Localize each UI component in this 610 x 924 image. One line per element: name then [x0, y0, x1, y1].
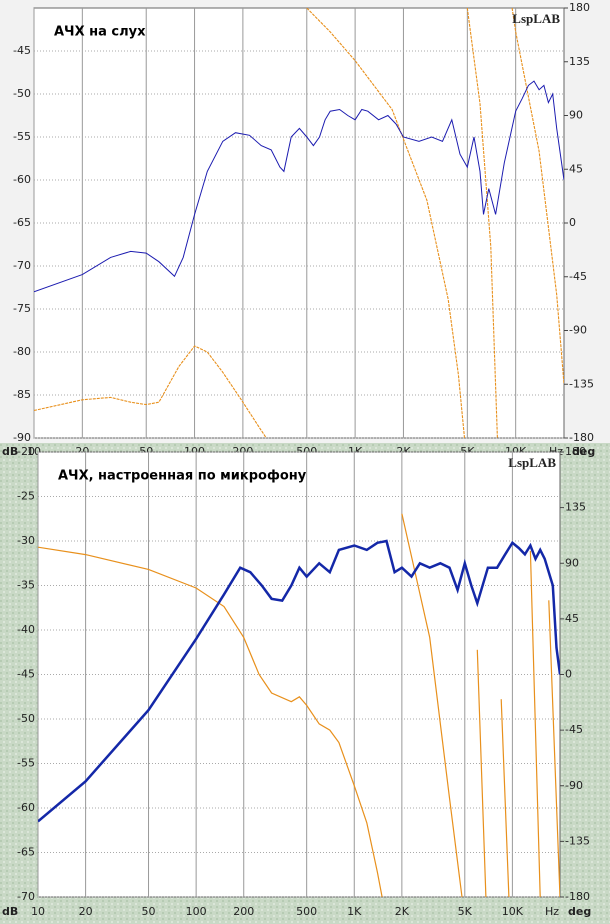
watermark: LspLAB [512, 11, 560, 26]
y2-tick-label: 135 [565, 501, 586, 514]
chart-title: АЧХ на слух [54, 25, 146, 40]
x-tick-label: 500 [296, 905, 317, 918]
y2-tick-label: 45 [565, 612, 579, 625]
y-tick-label: -20 [17, 445, 35, 458]
x-axis-label: Hz [545, 905, 559, 918]
y-tick-label: -45 [17, 668, 35, 681]
y2-axis-label: deg [568, 905, 591, 918]
y-tick-label: -90 [13, 431, 31, 444]
y-tick-label: -25 [17, 490, 35, 503]
y-tick-label: -30 [17, 534, 35, 547]
y-tick-label: -50 [13, 87, 31, 100]
y-tick-label: -75 [13, 302, 31, 315]
y2-tick-label: 45 [569, 162, 583, 175]
y-tick-label: -65 [13, 216, 31, 229]
y-tick-label: -40 [17, 623, 35, 636]
x-tick-label: 50 [142, 905, 156, 918]
x-tick-label: 200 [233, 905, 254, 918]
y2-tick-label: -45 [569, 270, 587, 283]
y-tick-label: -85 [13, 388, 31, 401]
y-tick-label: -70 [17, 890, 35, 903]
x-tick-label: 1K [347, 905, 362, 918]
y2-tick-label: 0 [569, 216, 576, 229]
y-tick-label: -35 [17, 579, 35, 592]
y2-tick-label: -90 [565, 779, 583, 792]
y2-tick-label: 180 [565, 445, 586, 458]
phase-line [38, 513, 560, 897]
y-tick-label: -55 [13, 130, 31, 143]
chart-title: АЧХ, настроенная по микрофону [58, 469, 307, 484]
y2-tick-label: -45 [565, 723, 583, 736]
y-tick-label: -55 [17, 757, 35, 770]
y2-tick-label: -135 [569, 377, 594, 390]
x-tick-label: 10K [502, 905, 524, 918]
y2-tick-label: -180 [565, 890, 590, 903]
x-tick-label: 5K [458, 905, 473, 918]
response-line [34, 80, 564, 293]
y-tick-label: -50 [17, 712, 35, 725]
y2-tick-label: 135 [569, 55, 590, 68]
y2-tick-label: 0 [565, 668, 572, 681]
y2-tick-label: -90 [569, 324, 587, 337]
y-tick-label: -45 [13, 44, 31, 57]
y-tick-label: -60 [13, 173, 31, 186]
x-tick-label: 2K [395, 905, 410, 918]
x-tick-label: 10 [31, 905, 45, 918]
y2-tick-label: -135 [565, 834, 590, 847]
y2-axis-label: deg [572, 445, 595, 458]
response-line [38, 539, 560, 823]
y-axis-label: dB [2, 445, 18, 458]
y-tick-label: -80 [13, 345, 31, 358]
phase-line [34, 8, 564, 438]
y-tick-label: -60 [17, 801, 35, 814]
y2-tick-label: 180 [569, 1, 590, 14]
x-tick-label: 100 [186, 905, 207, 918]
y-axis-label: dB [2, 905, 18, 918]
y2-tick-label: -180 [569, 431, 594, 444]
y-tick-label: -65 [17, 846, 35, 859]
y2-tick-label: 90 [569, 109, 583, 122]
y-tick-label: -70 [13, 259, 31, 272]
x-tick-label: 20 [79, 905, 93, 918]
watermark: LspLAB [508, 455, 556, 470]
y2-tick-label: 90 [565, 556, 579, 569]
